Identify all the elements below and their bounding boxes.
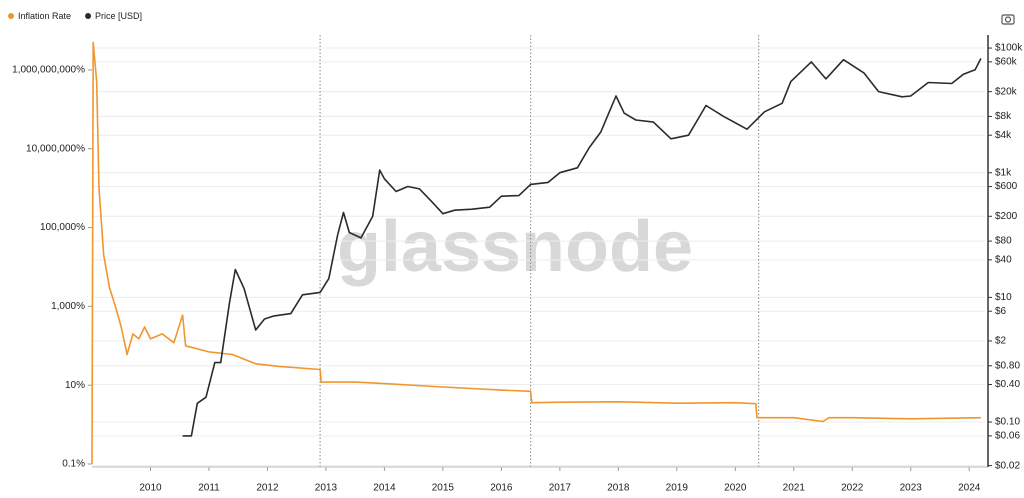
y-tick-label: 10,000,000% bbox=[26, 143, 85, 154]
x-tick-label: 2015 bbox=[432, 483, 455, 494]
y2-tick-label: $1k bbox=[995, 167, 1012, 178]
x-tick-label: 2019 bbox=[666, 483, 689, 494]
y2-tick-label: $100k bbox=[995, 43, 1023, 54]
legend: Inflation Rate Price [USD] bbox=[8, 11, 142, 21]
y2-tick-label: $0.80 bbox=[995, 360, 1020, 371]
watermark: glassnode bbox=[337, 207, 693, 287]
y2-tick-label: $40 bbox=[995, 254, 1012, 265]
y2-tick-label: $80 bbox=[995, 236, 1012, 247]
legend-label: Price [USD] bbox=[95, 11, 142, 21]
y2-tick-label: $4k bbox=[995, 130, 1012, 141]
y-tick-label: 0.1% bbox=[62, 459, 85, 470]
y-tick-label: 100,000% bbox=[40, 222, 85, 233]
x-tick-label: 2016 bbox=[490, 483, 513, 494]
y2-tick-label: $600 bbox=[995, 181, 1018, 192]
x-tick-label: 2011 bbox=[198, 483, 220, 494]
x-tick-label: 2012 bbox=[256, 483, 279, 494]
legend-swatch bbox=[85, 13, 92, 19]
x-tick-label: 2010 bbox=[139, 483, 162, 494]
y2-tick-label: $0.06 bbox=[995, 431, 1020, 442]
camera-icon[interactable] bbox=[1001, 14, 1015, 25]
y-tick-label: 1,000,000,000% bbox=[12, 65, 85, 76]
camera-body[interactable] bbox=[1001, 14, 1015, 25]
y-tick-label: 1,000% bbox=[51, 301, 85, 312]
y2-tick-label: $0.02 bbox=[995, 460, 1020, 471]
y2-tick-label: $6 bbox=[995, 306, 1007, 317]
y2-tick-label: $8k bbox=[995, 111, 1012, 122]
y-tick-label: 10% bbox=[65, 380, 85, 391]
y2-tick-label: $10 bbox=[995, 292, 1012, 303]
x-tick-label: 2021 bbox=[783, 483, 806, 494]
y2-tick-label: $200 bbox=[995, 211, 1018, 222]
series-line bbox=[182, 58, 982, 437]
y2-tick-label: $2 bbox=[995, 336, 1007, 347]
x-tick-label: 2017 bbox=[549, 483, 572, 494]
series-line bbox=[91, 41, 981, 465]
x-tick-label: 2022 bbox=[841, 483, 864, 494]
y2-tick-label: $0.10 bbox=[995, 417, 1020, 428]
y2-tick-label: $20k bbox=[995, 86, 1018, 97]
legend-swatch bbox=[8, 13, 14, 19]
legend-label: Inflation Rate bbox=[18, 11, 71, 21]
x-tick-label: 2024 bbox=[958, 483, 981, 494]
x-tick-label: 2023 bbox=[900, 483, 923, 494]
y2-tick-label: $60k bbox=[995, 57, 1018, 68]
x-tick-label: 2014 bbox=[373, 483, 396, 494]
camera-lens[interactable] bbox=[1004, 16, 1012, 23]
x-tick-label: 2018 bbox=[607, 483, 630, 494]
x-tick-label: 2013 bbox=[315, 483, 338, 494]
y2-tick-label: $0.40 bbox=[995, 379, 1020, 390]
x-tick-label: 2020 bbox=[724, 483, 747, 494]
